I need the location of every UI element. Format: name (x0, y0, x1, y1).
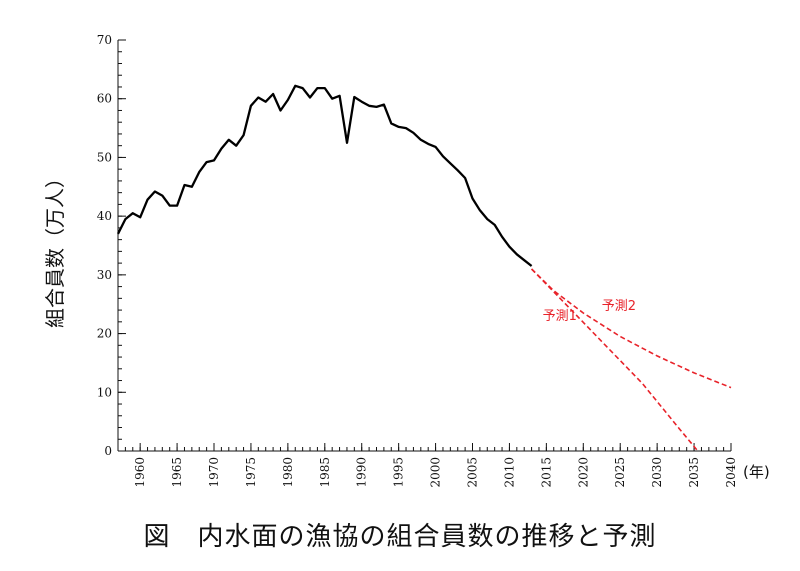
x-tick-label: 1970 (207, 457, 221, 488)
series-forecast-2-line (531, 268, 732, 389)
x-tick-label: 1960 (133, 457, 147, 488)
x-ticks: 1960 1965 1970 1975 1980 1985 1990 1995 2000 2005… (133, 443, 738, 488)
series-actual-line (116, 84, 533, 267)
x-tick-label: 2030 (650, 457, 664, 488)
x-tick-label: 1990 (355, 457, 369, 488)
y-tick-label: 40 (97, 209, 112, 223)
x-tick-label: 2020 (576, 457, 590, 488)
y-tick-label: 30 (97, 268, 112, 282)
x-tick-label: 1985 (318, 457, 332, 488)
y-tick-label: 20 (97, 327, 112, 341)
x-tick-label: 1965 (170, 457, 184, 488)
annotation-label-2: 予測2 (602, 299, 636, 314)
y-tick-label: 50 (97, 150, 112, 164)
y-ticks: 0 10 20 30 40 50 60 70 (97, 33, 126, 458)
x-tick-label: 1975 (244, 457, 258, 488)
annotation-label-1: 予測1 (543, 309, 577, 324)
figure-caption: 図 内水面の漁協の組合員数の推移と予測 (143, 522, 657, 552)
y-axis-label: 組合員数（万人） (43, 168, 67, 328)
x-tick-label: 2040 (724, 457, 738, 488)
y-tick-label: 0 (104, 444, 112, 458)
annotations: 予測1 予測2 (543, 299, 636, 324)
x-tick-label: 2005 (466, 457, 480, 488)
series-group (116, 84, 732, 452)
y-tick-label: 60 (97, 92, 112, 106)
x-tick-label: 2010 (502, 457, 516, 488)
x-tick-label: 2015 (539, 457, 553, 488)
x-tick-label: 1980 (281, 457, 295, 488)
x-tick-label: 2035 (687, 457, 701, 488)
y-tick-label: 70 (97, 33, 112, 47)
x-tick-label: 1995 (392, 457, 406, 488)
series-forecast-1-line (531, 268, 699, 452)
x-tick-label: 2025 (613, 457, 627, 488)
minor-ticks (117, 39, 732, 452)
y-tick-label: 10 (97, 385, 112, 399)
x-tick-label: 2000 (429, 457, 443, 488)
x-axis-unit: (年) (743, 463, 770, 481)
